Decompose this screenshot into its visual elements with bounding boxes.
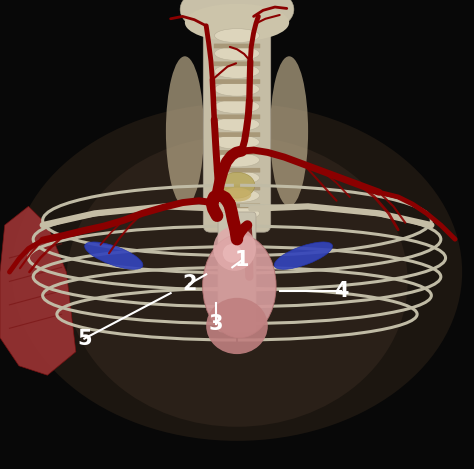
Text: 2: 2 <box>182 274 197 294</box>
Ellipse shape <box>66 136 408 427</box>
FancyBboxPatch shape <box>214 114 260 119</box>
Ellipse shape <box>180 0 294 38</box>
Polygon shape <box>0 206 76 375</box>
FancyBboxPatch shape <box>214 61 260 66</box>
Ellipse shape <box>214 135 259 149</box>
Text: 1: 1 <box>235 250 249 270</box>
Ellipse shape <box>223 244 242 263</box>
Ellipse shape <box>206 298 268 354</box>
Ellipse shape <box>214 153 259 167</box>
Ellipse shape <box>270 56 308 206</box>
FancyBboxPatch shape <box>214 186 260 190</box>
Ellipse shape <box>223 188 251 202</box>
Ellipse shape <box>214 189 259 203</box>
Text: 5: 5 <box>77 329 91 348</box>
Ellipse shape <box>214 82 259 96</box>
FancyBboxPatch shape <box>214 79 260 84</box>
Ellipse shape <box>214 46 259 61</box>
Ellipse shape <box>85 242 143 269</box>
FancyBboxPatch shape <box>214 204 260 208</box>
FancyBboxPatch shape <box>214 97 260 101</box>
FancyBboxPatch shape <box>214 132 260 137</box>
Ellipse shape <box>202 234 276 338</box>
Ellipse shape <box>274 242 332 269</box>
FancyBboxPatch shape <box>203 0 271 232</box>
Ellipse shape <box>214 117 259 131</box>
Ellipse shape <box>166 56 204 206</box>
Ellipse shape <box>219 173 255 198</box>
Ellipse shape <box>214 64 259 78</box>
FancyBboxPatch shape <box>214 168 260 173</box>
Text: 4: 4 <box>334 281 348 301</box>
Ellipse shape <box>12 103 462 441</box>
FancyBboxPatch shape <box>214 44 260 48</box>
Ellipse shape <box>185 4 289 41</box>
Ellipse shape <box>214 171 259 185</box>
Ellipse shape <box>213 227 256 271</box>
Ellipse shape <box>214 29 259 43</box>
FancyBboxPatch shape <box>214 150 260 155</box>
Ellipse shape <box>214 206 259 220</box>
Ellipse shape <box>214 99 259 113</box>
FancyBboxPatch shape <box>218 212 256 332</box>
Text: 3: 3 <box>209 314 223 333</box>
